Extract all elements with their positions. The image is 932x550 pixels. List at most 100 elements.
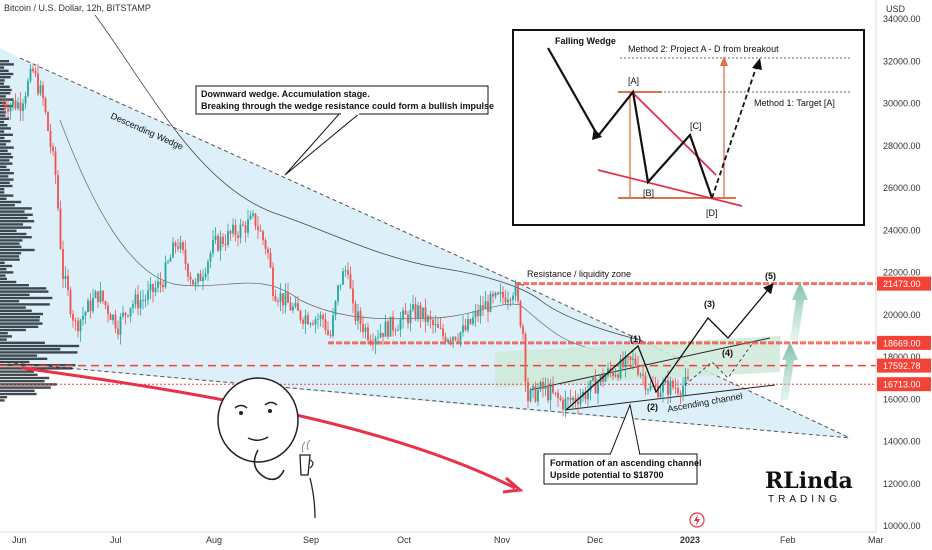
candle-body xyxy=(432,319,434,326)
candle-body xyxy=(387,321,389,337)
candle-body xyxy=(279,293,282,302)
volume-profile-bar xyxy=(0,108,5,111)
candle-body xyxy=(384,321,387,337)
candle-body xyxy=(494,292,497,297)
candle-body xyxy=(487,301,489,312)
tradingview-icon[interactable] xyxy=(689,512,705,528)
callout-line-2: Breaking through the wedge resistance co… xyxy=(201,101,494,111)
x-tick-label: Feb xyxy=(780,535,796,545)
candle-body xyxy=(67,275,69,291)
volume-profile-bar xyxy=(0,271,14,274)
candle-body xyxy=(594,377,597,394)
volume-profile-bar xyxy=(0,152,12,156)
volume-profile-bar xyxy=(0,130,5,133)
candle-body xyxy=(302,319,304,324)
candle-body xyxy=(134,294,137,305)
candle-body xyxy=(469,319,472,324)
candle-body xyxy=(452,336,454,341)
candle-body xyxy=(214,235,217,240)
volume-profile-bar xyxy=(0,303,50,306)
candle-body xyxy=(647,389,649,391)
candle-body xyxy=(22,103,24,111)
candle-body xyxy=(4,103,7,109)
candle-body xyxy=(529,389,532,402)
candle-body xyxy=(444,336,447,342)
candle-body xyxy=(419,305,422,319)
candle-body xyxy=(59,208,62,249)
x-tick-label: Dec xyxy=(587,535,604,545)
candle-body xyxy=(204,273,207,278)
candle-body xyxy=(252,213,254,216)
volume-profile-bar xyxy=(0,220,35,223)
candle-body xyxy=(239,224,242,238)
volume-profile-bar xyxy=(0,178,14,181)
candle-body xyxy=(602,374,604,382)
candle-body xyxy=(122,312,124,317)
volume-profile-bar xyxy=(0,389,35,392)
x-tick-label: Jun xyxy=(12,535,27,545)
candle-body xyxy=(242,224,244,226)
candle-body xyxy=(2,103,4,105)
volume-profile-bar xyxy=(0,357,48,360)
candle-body xyxy=(337,285,339,302)
candle-body xyxy=(319,315,322,319)
y-tick-label: 16000.00 xyxy=(883,394,921,404)
candle-body xyxy=(367,327,369,341)
candle-body xyxy=(472,317,474,324)
volume-profile-bar xyxy=(0,63,14,66)
callout-line-1: Downward wedge. Accumulation stage. xyxy=(201,89,370,99)
candle-body xyxy=(397,329,399,331)
candle-body xyxy=(119,316,122,335)
volume-profile-bar xyxy=(0,242,20,245)
candle-body xyxy=(322,315,324,320)
candle-body xyxy=(207,261,209,274)
candle-body xyxy=(512,295,514,301)
y-tick-label: 12000.00 xyxy=(883,479,921,489)
volume-profile-bar xyxy=(0,143,7,146)
volume-profile-bar xyxy=(0,226,32,229)
candle-body xyxy=(564,398,567,410)
volume-profile-bar xyxy=(0,95,6,98)
candle-body xyxy=(149,284,152,291)
candle-body xyxy=(32,68,34,72)
price-tags: 21473.00 18669.00 17592.78 16713.00 xyxy=(877,276,931,392)
candle-body xyxy=(547,385,549,401)
candle-body xyxy=(189,276,192,280)
candle-body xyxy=(477,311,479,317)
volume-profile-bar xyxy=(0,274,6,277)
x-tick-label: Jul xyxy=(110,535,122,545)
inset-title: Falling Wedge xyxy=(555,36,616,46)
candle-body xyxy=(579,397,582,405)
volume-profile-bar xyxy=(0,204,15,207)
candle-body xyxy=(157,281,159,288)
volume-profile-bar xyxy=(0,386,51,389)
svg-text:21473.00: 21473.00 xyxy=(883,279,921,289)
volume-profile-bar xyxy=(0,79,5,82)
candle-body xyxy=(247,219,249,233)
candle-body xyxy=(619,359,622,378)
volume-profile-bar xyxy=(0,370,34,373)
y-tick-label: 28000.00 xyxy=(883,141,921,151)
candle-body xyxy=(342,271,344,285)
candle-body xyxy=(584,391,587,400)
candle-body xyxy=(104,301,107,306)
candle-body xyxy=(329,334,332,336)
candle-body xyxy=(667,380,669,395)
resistance-zone-label: Resistance / liquidity zone xyxy=(527,269,631,279)
moving-average-long xyxy=(94,14,641,341)
candle-body xyxy=(527,382,529,402)
candle-body xyxy=(417,305,419,318)
candle-body xyxy=(392,316,394,331)
volume-profile-bar xyxy=(0,268,7,271)
candle-body xyxy=(24,96,27,104)
volume-profile-bar xyxy=(0,328,26,332)
volume-profile-bar xyxy=(0,69,9,72)
volume-profile-bar xyxy=(0,207,32,210)
candle-body xyxy=(639,374,642,376)
candle-body xyxy=(562,399,564,410)
candle-body xyxy=(454,336,457,340)
candle-body xyxy=(572,397,574,401)
volume-profile-bar xyxy=(0,210,25,213)
callout2-line-1: Formation of an ascending channel xyxy=(550,458,702,468)
